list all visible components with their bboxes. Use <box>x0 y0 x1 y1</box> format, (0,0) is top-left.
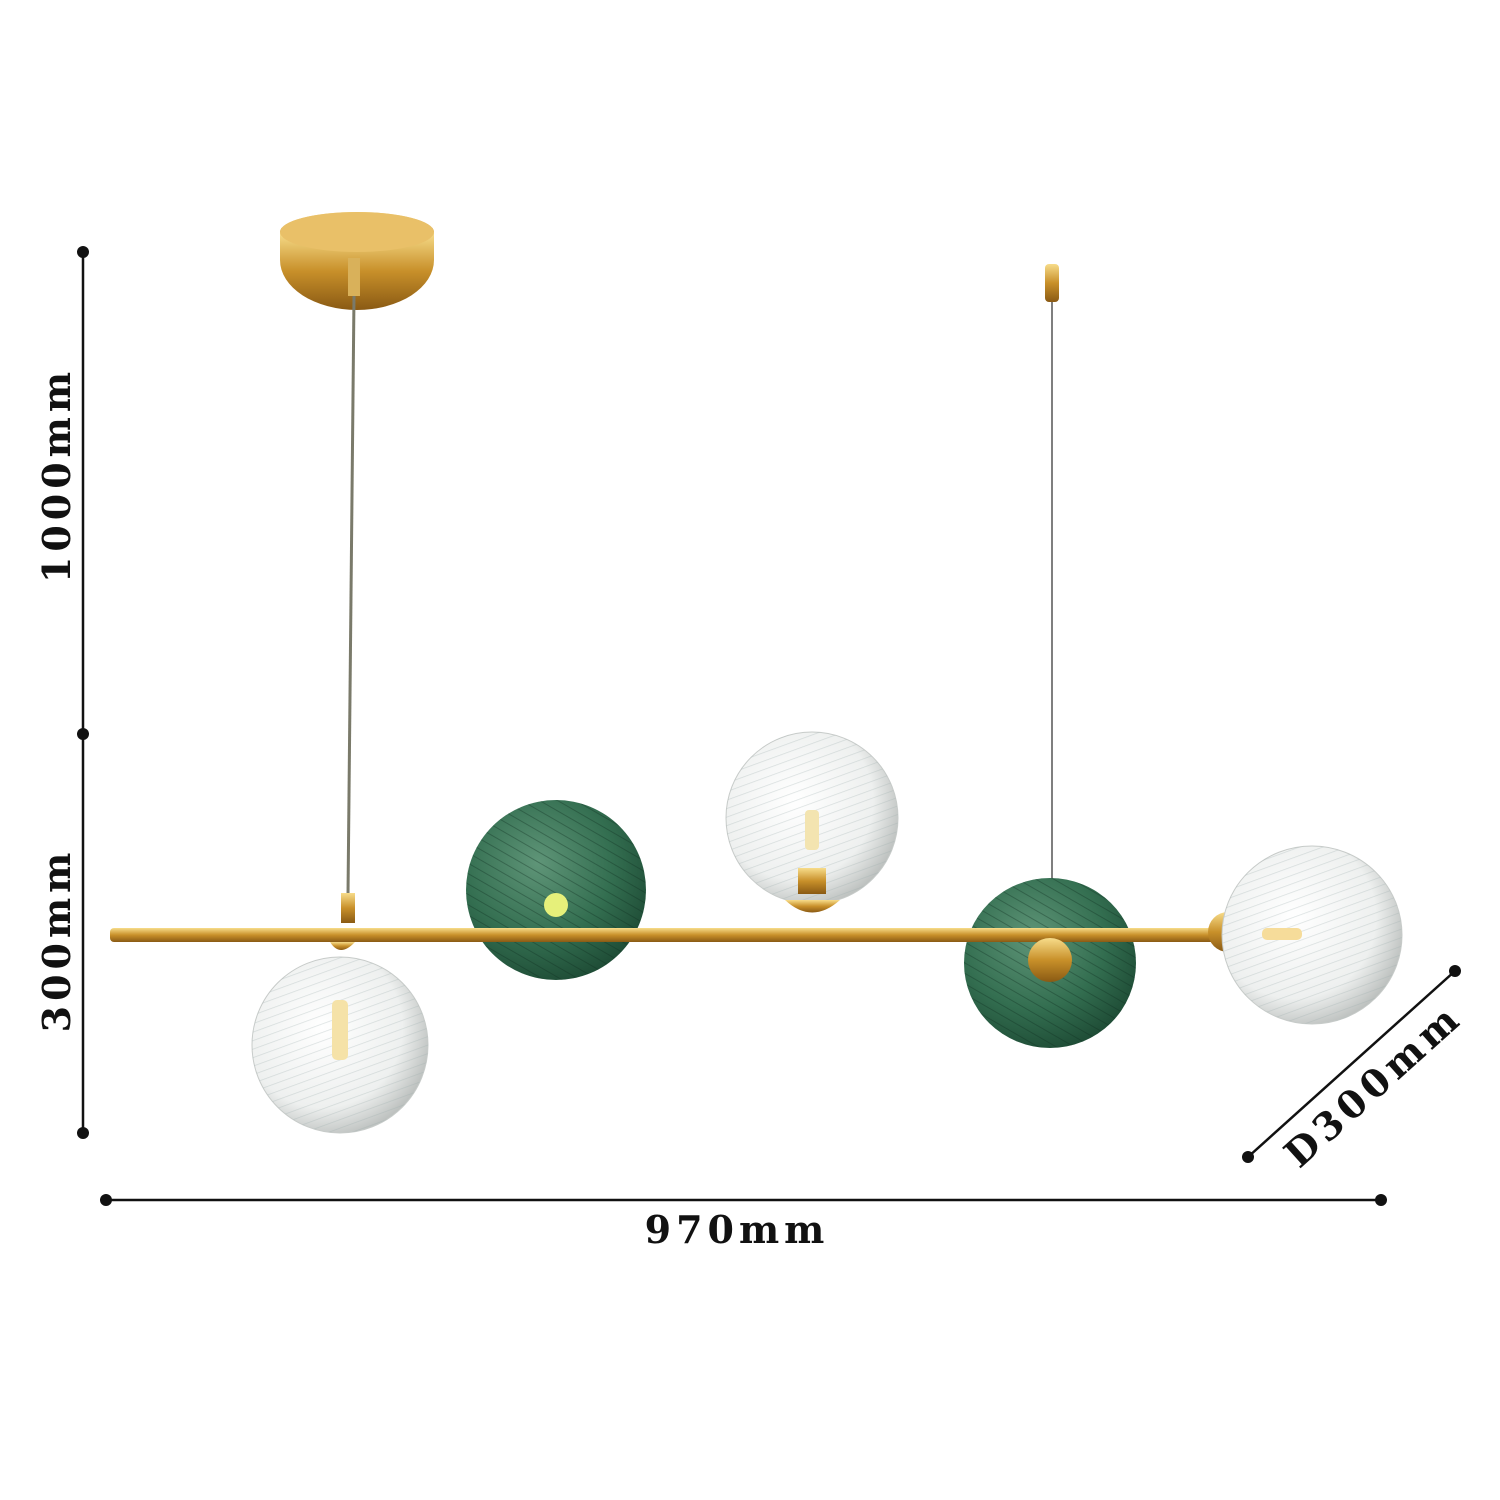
total-height-label: 1000mm <box>34 367 79 583</box>
bar-connector <box>341 893 355 923</box>
socket-cap <box>1028 938 1072 982</box>
length-dimension-line <box>100 1194 1387 1206</box>
ceiling-canopy <box>280 212 434 310</box>
horizontal-gold-bar <box>110 928 1228 942</box>
body-height-label: 300mm <box>34 848 79 1033</box>
clear-globe-3 <box>1208 845 1403 1025</box>
length-label: 970mm <box>645 1207 830 1252</box>
height-dimension-line <box>77 246 89 1139</box>
green-globe-1 <box>466 800 646 980</box>
depth-dimension-line <box>1242 965 1461 1163</box>
wire-holder-right <box>1045 264 1059 302</box>
clear-globe-2 <box>725 731 899 913</box>
suspension-wire-left <box>346 295 356 896</box>
clear-globe-1 <box>251 942 429 1134</box>
